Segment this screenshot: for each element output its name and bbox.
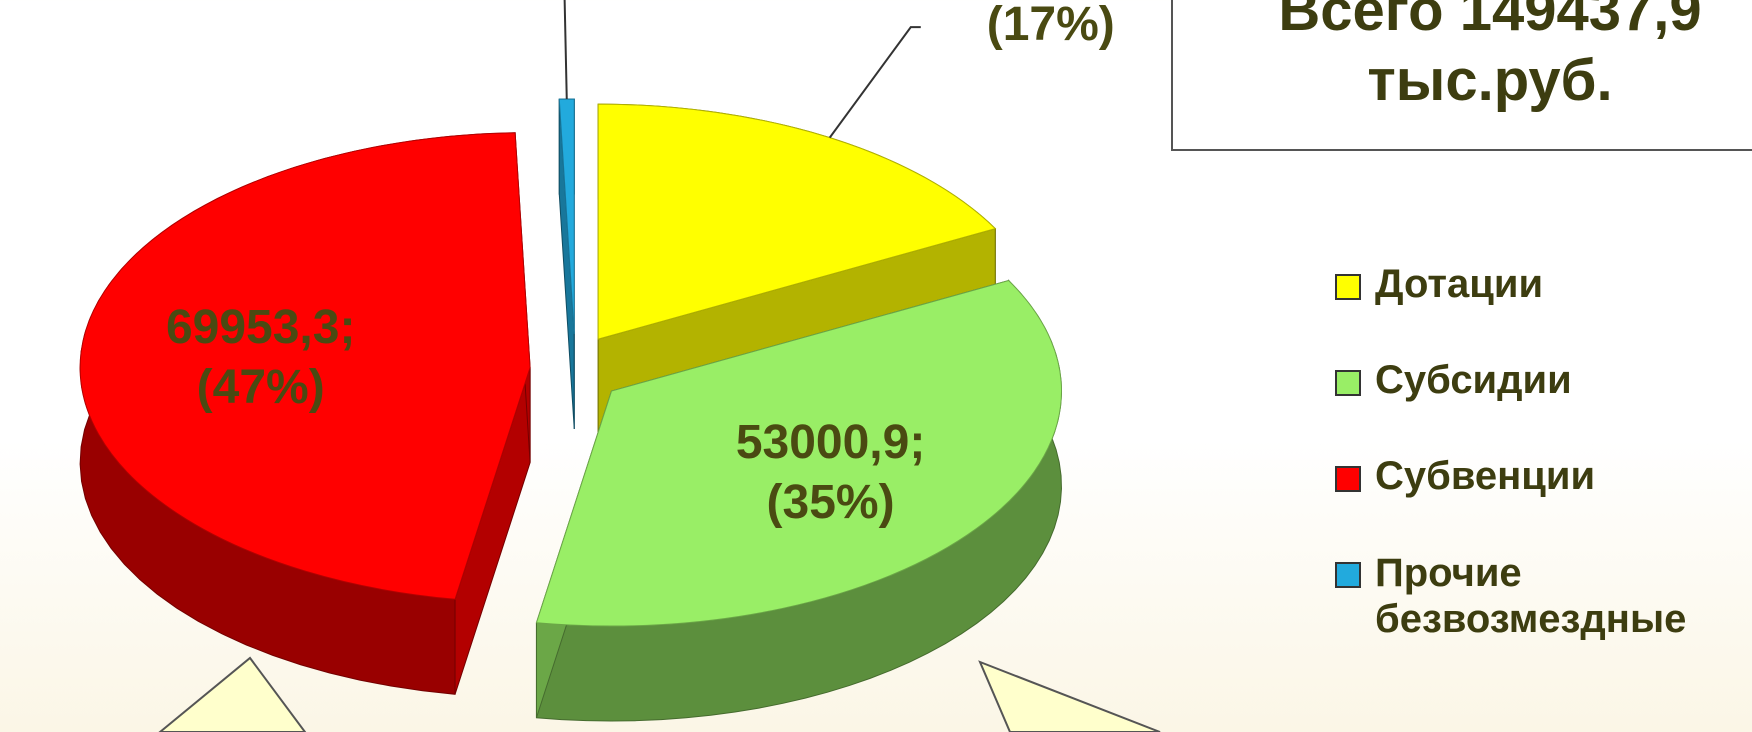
legend: Дотации Субсидии Субвенции Прочие безвозмез… xyxy=(1335,262,1752,646)
pie: 25717,4;(17%)53000,9;(35%)69953,3;(47%)7… xyxy=(79,0,1115,722)
legend-swatch xyxy=(1335,562,1361,588)
percent-label: (35%) xyxy=(767,476,895,529)
title-box xyxy=(1171,0,1752,151)
legend-item: Субсидии xyxy=(1335,358,1752,454)
callout xyxy=(158,656,307,732)
legend-swatch xyxy=(1335,466,1361,492)
legend-label: Субвенции xyxy=(1375,454,1596,498)
value-label: 53000,9; xyxy=(736,416,926,469)
slice xyxy=(597,103,997,340)
slice xyxy=(535,279,1062,627)
leader-line xyxy=(563,0,568,100)
legend-swatch xyxy=(1335,274,1361,300)
legend-item: Дотации xyxy=(1335,262,1752,358)
chart-title: Всего 149437,9 тыс.руб. xyxy=(1278,0,1701,113)
legend-swatch xyxy=(1335,370,1361,396)
percent-label: (47%) xyxy=(197,361,325,414)
legend-item: Субвенции xyxy=(1335,454,1752,550)
slice xyxy=(79,132,531,600)
legend-label: Дотации xyxy=(1375,262,1544,306)
value-label: 69953,3; xyxy=(166,301,356,354)
percent-label: (17%) xyxy=(987,0,1115,51)
legend-label: Субсидии xyxy=(1375,358,1572,402)
legend-label: Прочие безвозмездные xyxy=(1375,551,1687,641)
callout xyxy=(978,660,1161,732)
leader-line xyxy=(828,26,921,139)
legend-item: Прочие безвозмездные xyxy=(1335,550,1735,646)
